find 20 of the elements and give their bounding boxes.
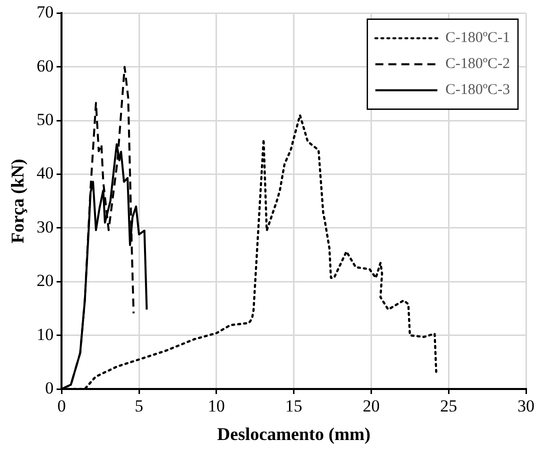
x-tick-label: 30 [518,396,534,416]
y-tick-label: 0 [45,378,54,398]
x-tick-label: 20 [362,396,380,416]
x-tick-label: 25 [440,396,458,416]
x-tick-label: 5 [134,396,144,416]
legend-label: C-180ºC-2 [445,56,510,72]
y-tick-label: 30 [36,217,54,236]
legend-label: C-180ºC-3 [445,82,510,98]
y-tick-label: 40 [36,164,54,183]
x-tick-label: 0 [57,396,66,416]
x-axis-title: Deslocamento (mm) [217,424,371,444]
y-tick-label: 60 [36,56,54,76]
x-tick-label: 15 [285,396,302,416]
legend-label: C-180ºC-1 [445,30,510,46]
y-tick-label: 50 [36,110,54,130]
y-tick-label: 70 [36,2,54,22]
y-tick-label: 10 [36,324,54,344]
y-tick-label: 20 [36,271,54,290]
y-axis-title: Força (kN) [7,158,28,244]
x-tick-label: 10 [208,396,225,416]
